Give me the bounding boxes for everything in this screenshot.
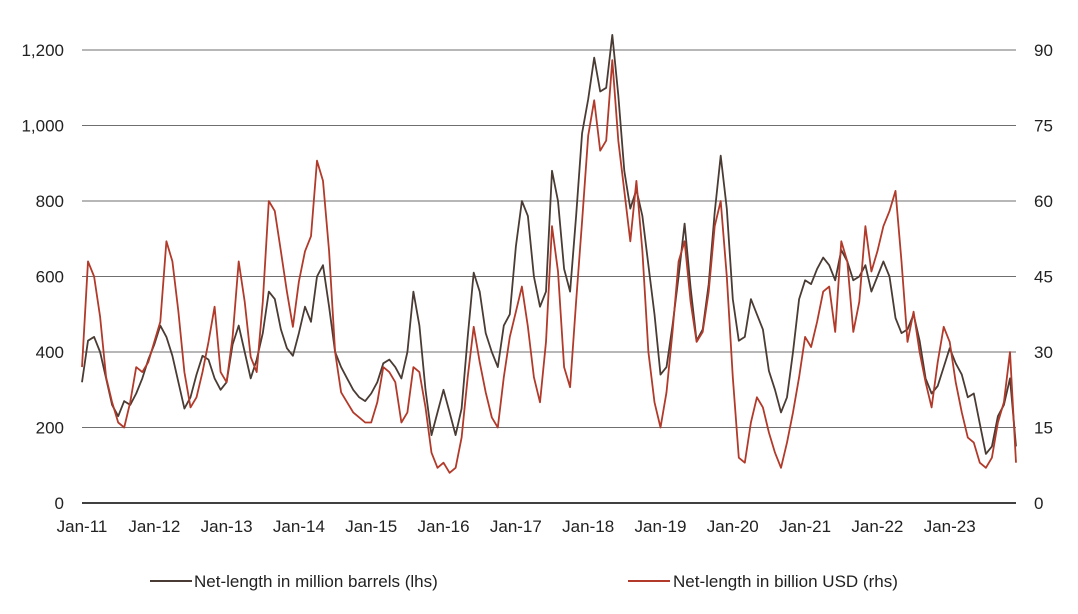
x-tick-label: Jan-19 [634,517,686,536]
left-tick-label: 600 [36,268,64,287]
x-tick-label: Jan-15 [345,517,397,536]
right-tick-label: 60 [1034,192,1053,211]
series-lines [81,34,1017,474]
x-tick-label: Jan-13 [201,517,253,536]
x-tick-label: Jan-21 [779,517,831,536]
x-tick-label: Jan-11 [57,517,108,536]
right-tick-label: 15 [1034,419,1053,438]
x-axis-ticks: Jan-11 Jan-12 Jan-13 Jan-14 Jan-15 Jan-16 Jan-… [57,517,976,536]
right-tick-label: 45 [1034,268,1053,287]
left-tick-label: 0 [55,494,64,513]
right-tick-label: 0 [1034,494,1043,513]
x-tick-label: Jan-20 [707,517,759,536]
right-tick-label: 90 [1034,41,1053,60]
left-tick-label: 400 [36,343,64,362]
x-tick-label: Jan-16 [418,517,470,536]
left-tick-label: 1,000 [21,117,64,136]
x-tick-label: Jan-18 [562,517,614,536]
left-tick-label: 200 [36,419,64,438]
x-tick-label: Jan-14 [273,517,325,536]
right-axis-ticks: 0 15 30 45 60 75 90 [1034,41,1053,513]
x-tick-label: Jan-22 [851,517,903,536]
x-tick-label: Jan-17 [490,517,542,536]
right-tick-label: 30 [1034,343,1053,362]
legend-label-usd: Net-length in billion USD (rhs) [673,572,898,591]
left-tick-label: 1,200 [21,41,64,60]
left-tick-label: 800 [36,192,64,211]
right-tick-label: 75 [1034,117,1053,136]
left-axis-ticks: 0 200 400 600 800 1,000 1,200 [21,41,64,513]
series-line-barrels [81,34,1017,455]
legend-label-barrels: Net-length in million barrels (lhs) [194,572,438,591]
legend: Net-length in million barrels (lhs) Net-… [150,572,898,591]
x-tick-label: Jan-12 [128,517,180,536]
x-tick-label: Jan-23 [924,517,976,536]
series-line-usd [81,59,1017,474]
